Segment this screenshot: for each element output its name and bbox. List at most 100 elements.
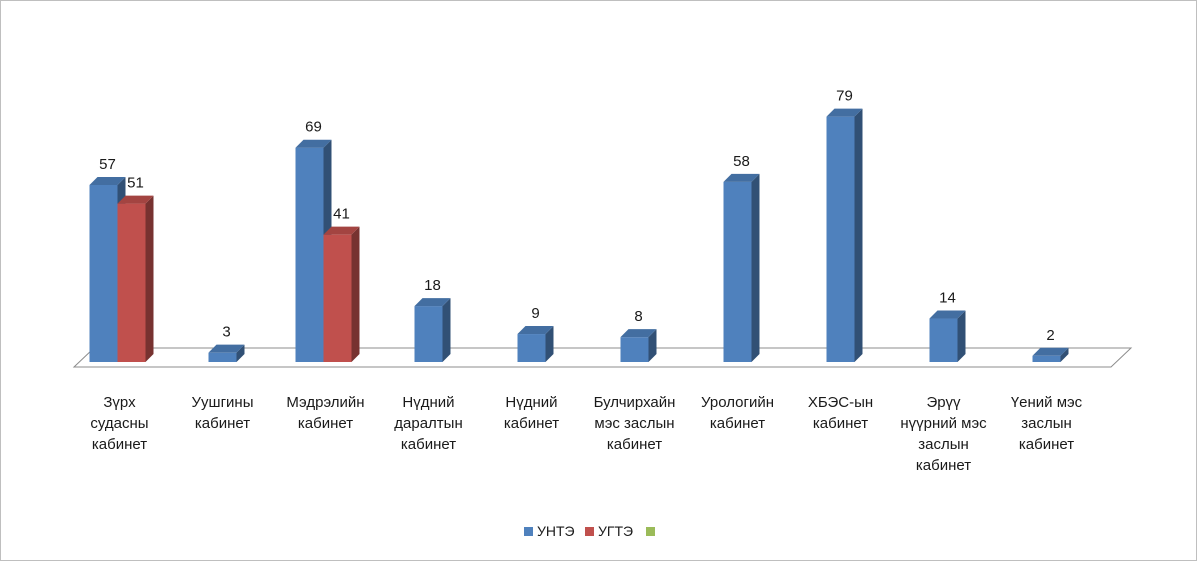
- category-label-7: ХБЭС-ын кабинет: [808, 394, 873, 432]
- bar-front: [826, 116, 855, 363]
- category-label-6: Урологийн кабинет: [701, 394, 774, 432]
- category-label-line: кабинет: [813, 415, 868, 432]
- data-label-ugte-0: 51: [127, 175, 144, 192]
- data-label-unte-2: 69: [305, 119, 322, 136]
- bar-unte-4: [517, 326, 554, 362]
- bar-front: [517, 334, 546, 362]
- legend-label-0: УНТЭ: [537, 523, 575, 539]
- data-label-unte-4: 9: [531, 305, 539, 322]
- category-label-3: Нүдний даралтын кабинет: [394, 394, 462, 453]
- bar-top: [620, 329, 657, 338]
- bar-ugte-2: [323, 226, 360, 362]
- bar-side: [648, 329, 657, 362]
- bar-side: [1060, 347, 1069, 362]
- bar-side: [351, 226, 360, 362]
- bar-unte-6: [723, 173, 760, 362]
- bar-top: [89, 176, 126, 185]
- bar-side: [751, 173, 760, 362]
- bar-unte-9: [1032, 347, 1069, 362]
- data-label-unte-0: 57: [99, 156, 116, 173]
- data-label-unte-1: 3: [222, 324, 230, 341]
- bar-top: [295, 139, 332, 148]
- category-label-5: Булчирхайн мэс заслын кабинет: [594, 394, 676, 453]
- bar-front: [414, 306, 443, 362]
- legend-swatch-2: [646, 527, 655, 536]
- bar-front: [89, 184, 118, 362]
- bar-top: [517, 326, 554, 335]
- category-label-4: Нүдний кабинет: [504, 394, 559, 432]
- bar-front: [620, 337, 649, 362]
- bar-top: [1032, 347, 1069, 356]
- category-label-line: Үений мэс: [1011, 394, 1083, 411]
- category-label-line: кабинет: [1019, 436, 1074, 453]
- data-label-unte-5: 8: [634, 308, 642, 325]
- bar-side: [145, 195, 154, 362]
- data-label-ugte-2: 41: [333, 206, 350, 223]
- category-label-8: Эрүү нүүрний мэс заслын кабинет: [900, 394, 987, 474]
- bar-unte-7: [826, 108, 863, 363]
- legend-label-1: УГТЭ: [598, 523, 633, 539]
- bar-top: [826, 108, 863, 117]
- bar-top: [929, 310, 966, 319]
- category-label-line: судасны: [90, 415, 148, 432]
- bar-top: [414, 298, 451, 307]
- bar-top: [208, 344, 245, 353]
- category-label-line: кабинет: [92, 436, 147, 453]
- category-label-line: кабинет: [607, 436, 662, 453]
- category-label-0: Зүрх судасны кабинет: [90, 394, 148, 453]
- category-label-line: даралтын: [394, 415, 462, 432]
- category-label-line: заслын: [918, 436, 969, 453]
- data-label-unte-3: 18: [424, 277, 441, 294]
- data-label-unte-6: 58: [733, 153, 750, 170]
- bar-unte-5: [620, 329, 657, 362]
- category-label-line: Эрүү: [926, 394, 961, 411]
- bar-side: [545, 326, 554, 362]
- category-label-2: Мэдрэлийн кабинет: [286, 394, 364, 432]
- bar-top: [117, 195, 154, 204]
- bar-unte-3: [414, 298, 451, 362]
- bar-front: [295, 147, 324, 362]
- bar-side: [236, 344, 245, 362]
- category-label-line: Нүдний: [505, 394, 557, 411]
- category-label-line: ХБЭС-ын: [808, 394, 873, 411]
- category-label-line: кабинет: [195, 415, 250, 432]
- category-label-line: кабинет: [504, 415, 559, 432]
- category-label-line: нүүрний мэс: [900, 415, 987, 432]
- bar-unte-1: [208, 344, 245, 362]
- bar-side: [957, 310, 966, 362]
- category-label-line: Мэдрэлийн: [286, 394, 364, 411]
- bar-front: [1032, 355, 1061, 362]
- legend-swatch-1: [585, 527, 594, 536]
- data-label-unte-7: 79: [836, 88, 853, 105]
- category-label-line: Булчирхайн: [594, 394, 676, 411]
- bar-front: [208, 352, 237, 362]
- category-label-line: кабинет: [401, 436, 456, 453]
- category-label-line: кабинет: [298, 415, 353, 432]
- category-label-line: мэс заслын: [594, 415, 674, 432]
- category-label-1: Уушгины кабинет: [192, 394, 254, 432]
- category-label-line: Нүдний: [402, 394, 454, 411]
- bar-side: [854, 108, 863, 363]
- bar-front: [723, 181, 752, 362]
- bar-ugte-0: [117, 195, 154, 362]
- category-label-9: Үений мэс заслын кабинет: [1011, 394, 1083, 453]
- legend: УНТЭ УГТЭ: [524, 523, 655, 539]
- bar-top: [323, 226, 360, 235]
- data-label-unte-9: 2: [1046, 327, 1054, 344]
- bar-front: [929, 318, 958, 362]
- bar-front: [117, 203, 146, 362]
- category-label-line: кабинет: [710, 415, 765, 432]
- bar-unte-8: [929, 310, 966, 362]
- category-label-line: Урологийн: [701, 394, 774, 411]
- legend-swatch-0: [524, 527, 533, 536]
- bar-front: [323, 234, 352, 362]
- category-label-line: Уушгины: [192, 394, 254, 411]
- data-label-unte-8: 14: [939, 290, 956, 307]
- bar-side: [442, 298, 451, 362]
- category-label-line: заслын: [1021, 415, 1072, 432]
- category-label-line: Зүрх: [103, 394, 136, 411]
- category-label-line: кабинет: [916, 457, 971, 474]
- bar-top: [723, 173, 760, 182]
